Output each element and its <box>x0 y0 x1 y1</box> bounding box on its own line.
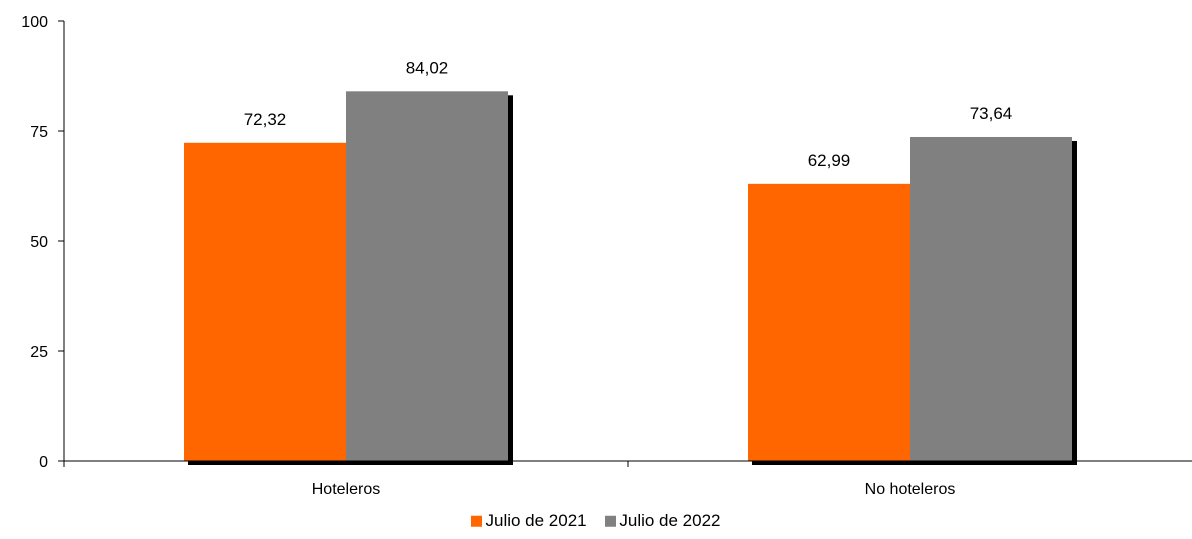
bar-2021-hoteleros <box>184 142 346 462</box>
bar-shadow-side <box>508 95 513 465</box>
legend-swatch-2022 <box>605 515 617 527</box>
data-label: 72,32 <box>244 110 287 129</box>
bar-shadow-bottom <box>188 461 512 465</box>
y-tick-label: 25 <box>30 344 48 361</box>
y-tick-label: 0 <box>39 454 48 471</box>
bar-2022-hoteleros <box>346 91 508 461</box>
data-label: 62,99 <box>808 151 851 170</box>
y-tick-label: 100 <box>21 14 48 31</box>
y-tick-label: 75 <box>30 124 48 141</box>
data-label: 73,64 <box>970 104 1013 123</box>
legend-item-2021: Julio de 2021 <box>471 510 587 531</box>
legend-swatch-2021 <box>471 515 483 527</box>
legend-label-2021: Julio de 2021 <box>485 510 587 530</box>
x-tick-label: No hoteleros <box>865 481 956 498</box>
bar-2021-no-hoteleros <box>748 183 910 461</box>
bar-shadow-side <box>1072 140 1077 465</box>
x-tick-label: Hoteleros <box>312 481 380 498</box>
legend-item-2022: Julio de 2022 <box>605 510 721 531</box>
legend: Julio de 2021 Julio de 2022 <box>0 511 1192 532</box>
y-tick-label: 50 <box>30 234 48 251</box>
legend-label-2022: Julio de 2022 <box>619 510 721 530</box>
bar-shadow-bottom <box>752 461 1076 465</box>
bar-chart: 72,32 84,02 Hoteleros 62,99 73,64 No hotelero… <box>21 14 1192 498</box>
data-label: 84,02 <box>406 58 449 77</box>
bar-2022-no-hoteleros <box>910 136 1072 461</box>
